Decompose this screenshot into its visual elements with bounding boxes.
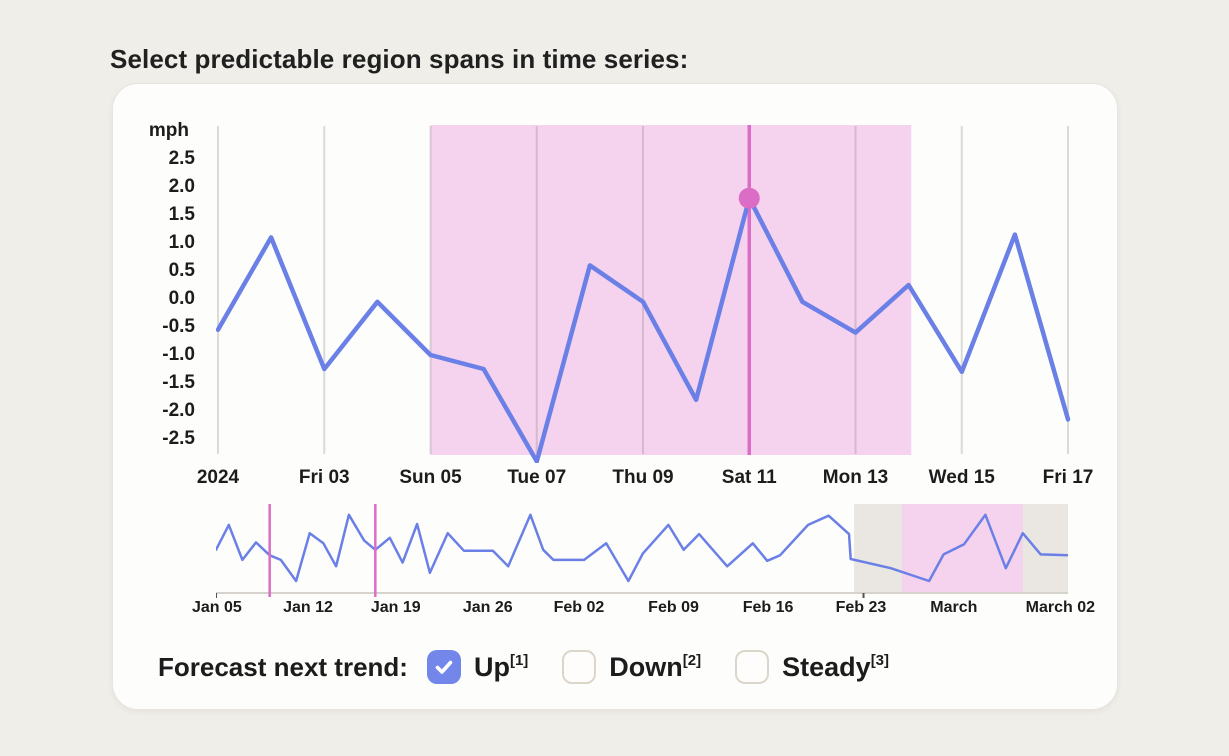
- y-axis-tick: -2.0: [162, 400, 195, 421]
- y-axis-tick: 2.0: [168, 176, 195, 197]
- forecast-option-label: Steady[3]: [782, 651, 890, 682]
- overview-axis-label: Feb 02: [553, 599, 605, 616]
- forecast-row: Forecast next trend: Up[1] Down[2] Steady[…: [158, 645, 889, 689]
- y-axis-tick: 0.5: [168, 260, 195, 281]
- overview-axis-label: Feb 23: [835, 599, 887, 616]
- x-axis-label: Thu 09: [612, 467, 674, 488]
- checkbox-up[interactable]: [426, 650, 461, 684]
- x-axis-label: Mon 13: [822, 467, 889, 488]
- x-axis-label: Wed 15: [928, 467, 995, 488]
- overview-axis-label: Jan 26: [462, 599, 513, 616]
- forecast-option-up[interactable]: Up[1]: [426, 650, 529, 684]
- checkbox-down[interactable]: [562, 650, 597, 684]
- selected-region[interactable]: [430, 125, 912, 455]
- overview-axis-label: Jan 19: [370, 599, 421, 616]
- x-axis-label: Fri 17: [1042, 467, 1094, 488]
- x-axis-label: 2024: [196, 467, 240, 488]
- option-hotkey-superscript: [1]: [509, 651, 529, 669]
- y-axis-tick: 1.0: [168, 232, 195, 253]
- overview-axis-label: Jan 05: [191, 599, 242, 616]
- y-axis-tick: 0.0: [168, 288, 195, 309]
- main-series-line: [216, 195, 1071, 463]
- y-axis-tick: -1.5: [162, 372, 195, 393]
- overview-series-line: [216, 513, 1068, 583]
- forecast-option-steady[interactable]: Steady[3]: [735, 650, 889, 684]
- overview-axis-label: March 02: [1025, 599, 1096, 616]
- forecast-option-label: Up[1]: [473, 651, 529, 682]
- overview-axis-label: March: [930, 599, 978, 616]
- chart-card: mph 2.5 2.0 1.5 1.0 0.5 0.0 -0.5 -1.0 -1.5 -2.0 -2…: [112, 83, 1118, 710]
- y-axis-tick: -0.5: [162, 316, 195, 337]
- y-axis-tick: 1.5: [168, 204, 195, 225]
- forecast-option-down[interactable]: Down[2]: [562, 650, 701, 684]
- overview-axis-label: Jan 12: [283, 599, 333, 616]
- y-axis-tick: -1.0: [162, 344, 195, 365]
- selected-point-marker[interactable]: [738, 187, 760, 209]
- x-axis-label: Sat 11: [721, 467, 777, 488]
- main-chart[interactable]: [216, 121, 1121, 463]
- x-axis-label: Tue 07: [507, 467, 567, 488]
- checkbox-steady[interactable]: [735, 650, 770, 684]
- overview-region-highlight[interactable]: [901, 504, 1023, 593]
- y-axis: 2.5 2.0 1.5 1.0 0.5 0.0 -0.5 -1.0 -1.5 -2.0 -2.5: [113, 84, 195, 484]
- option-hotkey-superscript: [3]: [870, 651, 890, 669]
- option-hotkey-superscript: [2]: [682, 651, 702, 669]
- overview-chart[interactable]: [216, 501, 1068, 600]
- forecast-label: Forecast next trend:: [158, 651, 408, 682]
- forecast-options: Up[1] Down[2] Steady[3]: [426, 650, 889, 684]
- y-axis-unit-label: mph: [148, 120, 189, 141]
- y-axis-tick: -2.5: [162, 428, 195, 449]
- overview-axis-label: Feb 16: [742, 599, 794, 616]
- y-axis-tick: 2.5: [168, 148, 195, 169]
- forecast-option-label: Down[2]: [609, 651, 702, 682]
- x-axis-label: Sun 05: [399, 467, 462, 488]
- page-title: Select predictable region spans in time …: [110, 44, 689, 75]
- x-axis-label: Fri 03: [298, 467, 350, 488]
- checkmark-icon: [435, 660, 453, 674]
- overview-axis-label: Feb 09: [648, 599, 699, 616]
